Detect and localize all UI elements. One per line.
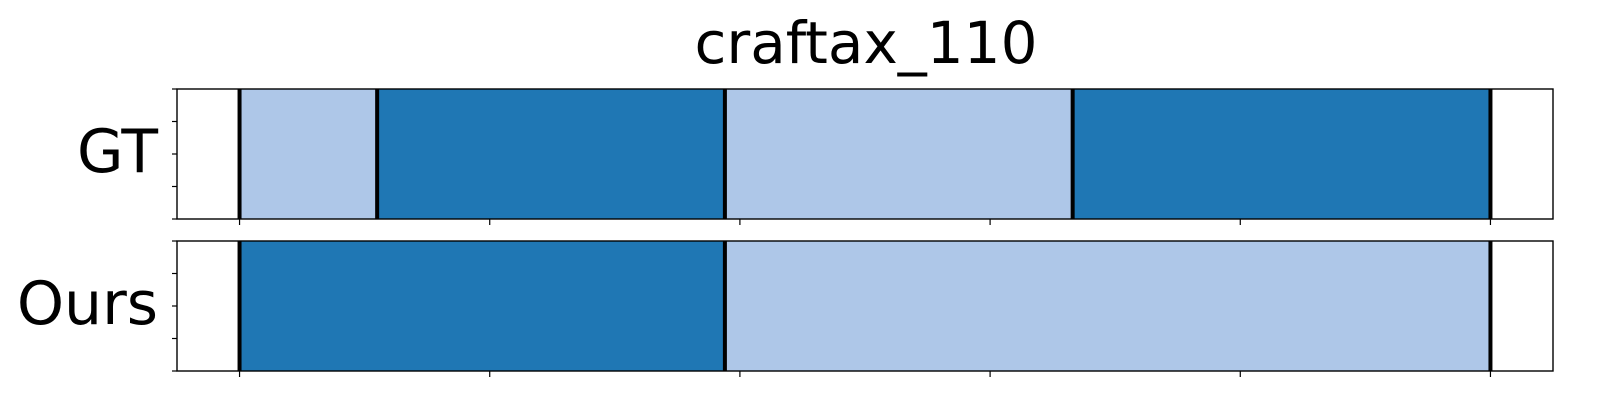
segment-gt-1	[377, 89, 725, 219]
segment-gt-2	[724, 89, 1073, 219]
segment-gt-0	[239, 89, 378, 219]
segment-ours-1	[724, 241, 1491, 371]
segment-gt-3	[1072, 89, 1491, 219]
rows-layer: GT Ours	[17, 88, 1554, 377]
row-label-gt: GT	[77, 117, 158, 187]
row-panel-ours: Ours	[17, 240, 1554, 377]
row-label-ours: Ours	[17, 269, 158, 339]
segment-ours-0	[239, 241, 725, 371]
row-panel-gt: GT	[77, 88, 1554, 225]
chart-title: craftax_110	[695, 9, 1038, 77]
